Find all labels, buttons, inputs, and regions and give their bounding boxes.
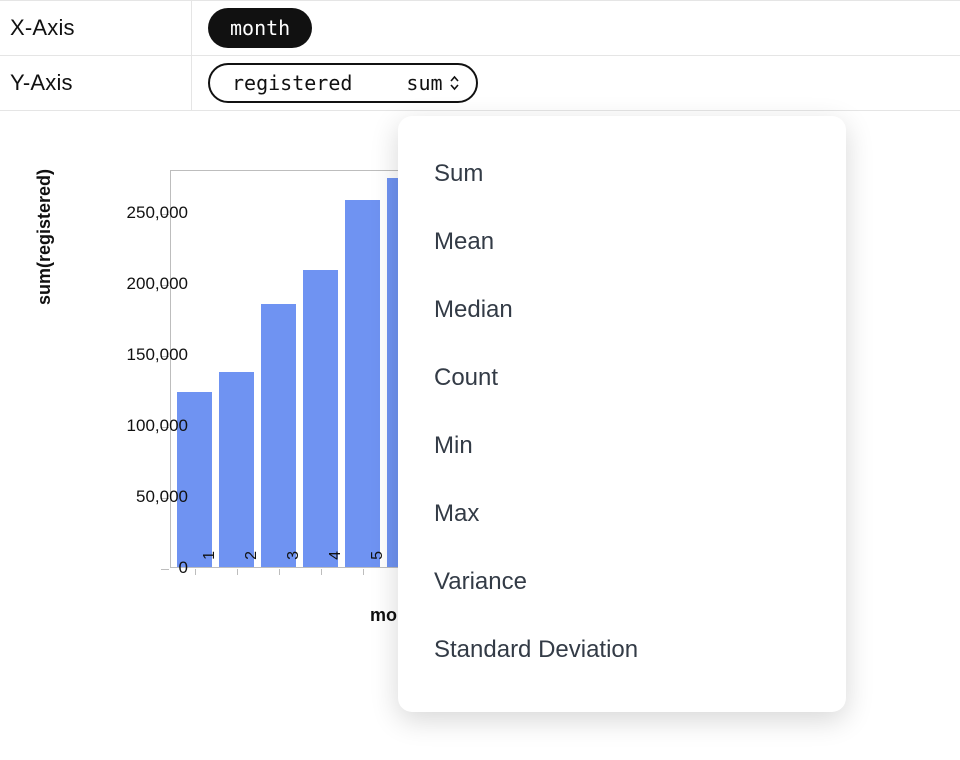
select-updown-icon: [449, 75, 460, 91]
aggregation-menu-item[interactable]: Standard Deviation: [398, 616, 846, 684]
chart-x-tick-label: 1: [201, 551, 219, 575]
chart-x-tick-label: 5: [369, 551, 387, 575]
y-axis-value: registered: [232, 71, 352, 95]
y-axis-aggregation-value: sum: [406, 71, 442, 95]
chart-bar: [219, 372, 254, 567]
chart-x-tick-label: 3: [285, 551, 303, 575]
chart-y-tick-label: 100,000: [127, 416, 188, 436]
y-axis-label: Y-Axis: [0, 56, 192, 110]
aggregation-menu-item[interactable]: Median: [398, 276, 846, 344]
chart-x-axis-label: mo: [370, 605, 397, 626]
chart-bar: [345, 200, 380, 567]
chart-y-tick-label: 250,000: [127, 203, 188, 223]
y-axis-aggregation-select[interactable]: sum: [406, 71, 459, 95]
chart-y-tick-label: 0: [179, 558, 188, 578]
chart-y-tick-label: 200,000: [127, 274, 188, 294]
y-axis-row: Y-Axis registered sum: [0, 55, 960, 111]
aggregation-menu: SumMeanMedianCountMinMaxVarianceStandard…: [398, 116, 846, 712]
chart-y-axis-label: sum(registered): [34, 169, 55, 305]
aggregation-menu-item[interactable]: Max: [398, 480, 846, 548]
chart-x-tick-label: 4: [327, 551, 345, 575]
chart-bar: [261, 304, 296, 567]
x-axis-row: X-Axis month: [0, 0, 960, 56]
x-axis-value: month: [230, 16, 290, 40]
chart-y-tick-label: 150,000: [127, 345, 188, 365]
x-axis-pill[interactable]: month: [208, 8, 312, 48]
aggregation-menu-item[interactable]: Sum: [398, 140, 846, 208]
chart-y-tick-label: 50,000: [136, 487, 188, 507]
y-axis-pill[interactable]: registered sum: [208, 63, 478, 103]
chart-bar: [303, 270, 338, 567]
aggregation-menu-item[interactable]: Min: [398, 412, 846, 480]
aggregation-menu-item[interactable]: Variance: [398, 548, 846, 616]
aggregation-menu-item[interactable]: Count: [398, 344, 846, 412]
x-axis-label: X-Axis: [0, 1, 192, 55]
aggregation-menu-item[interactable]: Mean: [398, 208, 846, 276]
chart-x-tick-label: 2: [243, 551, 261, 575]
